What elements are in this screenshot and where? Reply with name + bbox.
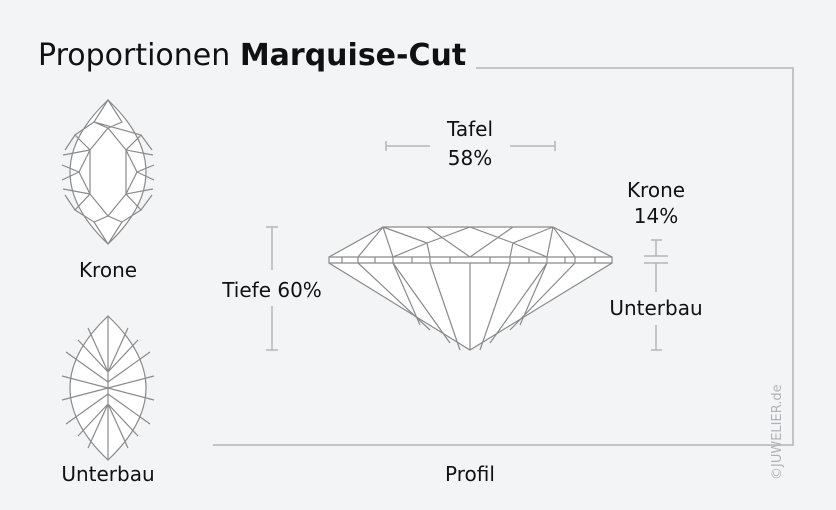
depth-measure <box>266 226 278 351</box>
depth-label: Tiefe 60% <box>222 278 322 302</box>
table-label: Tafel <box>446 117 494 141</box>
watermark: ©JUWELIER.de <box>770 384 785 480</box>
page-title: Proportionen Marquise-Cut <box>38 38 466 73</box>
table-percent: 58% <box>447 146 493 170</box>
title-bold: Marquise-Cut <box>239 38 467 73</box>
crown-top-view-label: Krone <box>78 258 138 282</box>
profile-label: Profil <box>445 462 495 486</box>
frame <box>213 67 794 446</box>
crown-label: Krone <box>626 178 686 202</box>
title-regular: Proportionen <box>38 38 231 73</box>
profile-diamond-icon <box>328 226 613 351</box>
crown-percent: 14% <box>633 204 679 228</box>
pavilion-label: Unterbau <box>609 296 703 320</box>
crown-measure <box>644 239 668 351</box>
pavilion-top-view-label: Unterbau <box>61 462 155 486</box>
crown-top-view-icon <box>61 98 155 245</box>
pavilion-top-view-icon <box>61 315 155 461</box>
table-measure <box>385 141 556 151</box>
measure-lines <box>266 141 668 351</box>
